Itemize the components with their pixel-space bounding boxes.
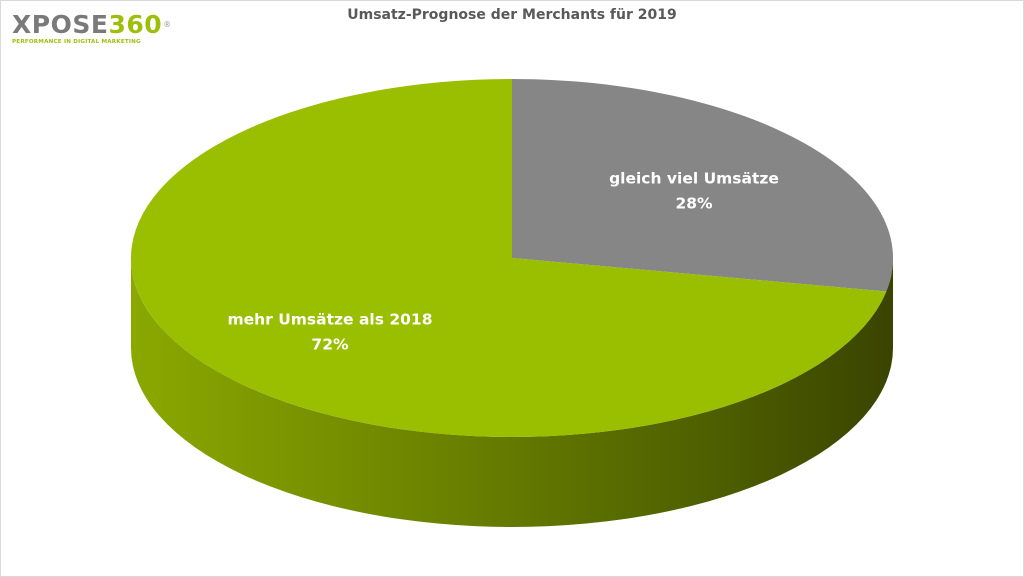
brand-part1: XPOSE (12, 10, 109, 39)
chart-title: Umsatz-Prognose der Merchants für 2019 (347, 7, 677, 23)
slice-value-0: 28% (675, 194, 713, 212)
pie-labels: gleich viel Umsätze 28% mehr Umsätze als 2… (227, 169, 778, 353)
slice-value-1: 72% (311, 336, 349, 354)
brand-wordmark: XPOSE360® (12, 12, 172, 38)
brand-logo: XPOSE360® PERFORMANCE IN DIGITAL MARKETI… (12, 12, 172, 46)
brand-tagline: PERFORMANCE IN DIGITAL MARKETING (12, 39, 141, 45)
slice-label-1: mehr Umsätze als 2018 (227, 311, 432, 329)
pie-top-face (131, 79, 894, 437)
slice-label-0: gleich viel Umsätze (609, 169, 779, 187)
registered-mark: ® (163, 20, 172, 29)
pie-side-wall-shape (131, 258, 893, 527)
pie-slice-0 (512, 79, 894, 292)
pie-slice-1 (131, 79, 887, 437)
pie-side-wall (131, 258, 893, 527)
brand-part2: 360 (108, 10, 163, 39)
